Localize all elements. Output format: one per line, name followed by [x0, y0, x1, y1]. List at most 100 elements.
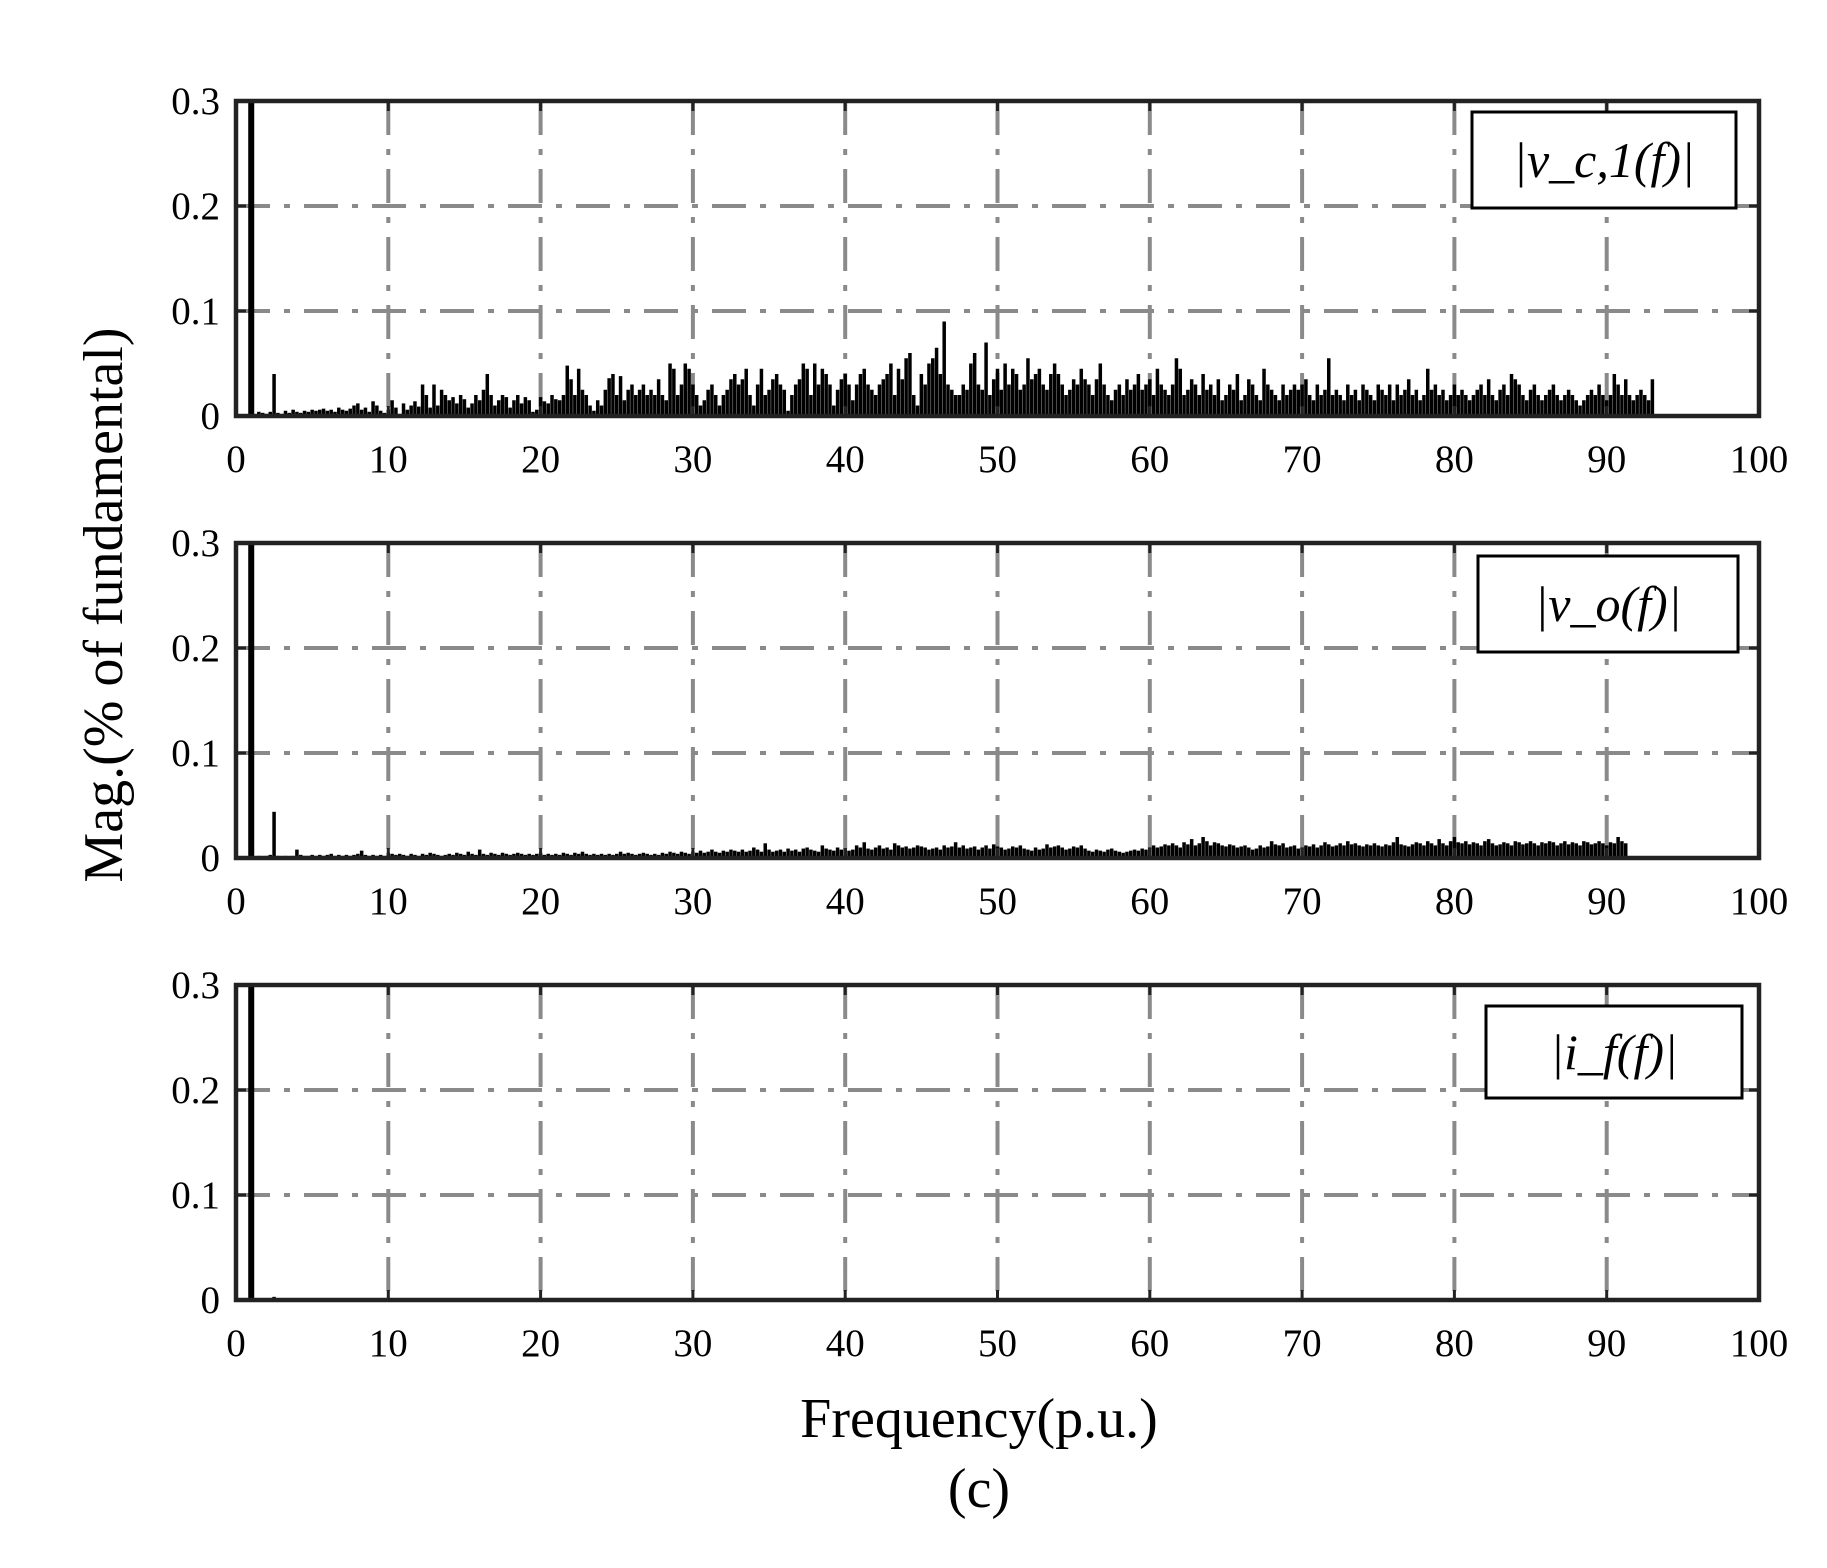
bar: [1429, 389, 1434, 416]
bar: [1003, 363, 1007, 416]
bar: [1281, 384, 1285, 416]
bar: [1159, 846, 1163, 858]
bar: [656, 379, 661, 416]
bar: [752, 847, 756, 858]
bar: [969, 847, 973, 858]
bar: [504, 397, 509, 416]
bar: [1471, 395, 1476, 416]
chart-panel-vc1: 0 10 20 30 40 50 60 70 80 90 100 0 0.1 0.2 0.3 |v_c,1…: [171, 80, 1788, 481]
bar: [1620, 395, 1624, 416]
bar: [911, 847, 916, 858]
bar: [1323, 842, 1327, 858]
bar: [1208, 384, 1213, 416]
bar: [828, 384, 832, 416]
bar: [641, 852, 646, 858]
bar: [1288, 846, 1293, 858]
bar: [1151, 395, 1156, 416]
bar: [736, 851, 741, 858]
bar: [1574, 843, 1578, 858]
bar: [462, 399, 467, 416]
bar: [1547, 389, 1552, 416]
bar: [1445, 845, 1449, 858]
bar: [698, 405, 703, 416]
bar: [953, 395, 958, 416]
bar: [1132, 384, 1137, 416]
bar: [573, 852, 577, 858]
bar: [283, 410, 288, 416]
bar: [466, 407, 471, 416]
bar: [976, 849, 981, 858]
bar: [1601, 843, 1605, 858]
bar: [630, 384, 634, 416]
bar: [1521, 395, 1525, 416]
bar: [1030, 850, 1034, 858]
bar: [847, 850, 851, 858]
x-tick-label: 10: [369, 880, 408, 923]
bar: [980, 389, 985, 416]
bar: [1014, 847, 1019, 858]
bar: [1593, 843, 1598, 858]
bar: [1071, 379, 1076, 416]
bar: [1403, 389, 1407, 416]
bar: [744, 851, 748, 858]
bar: [1079, 845, 1084, 858]
bar: [523, 397, 528, 416]
bar: [1026, 849, 1030, 858]
bar: [1315, 847, 1320, 858]
bar: [1277, 400, 1282, 416]
bar: [527, 400, 531, 416]
bar: [740, 849, 745, 858]
bar: [934, 847, 939, 858]
bar: [1498, 844, 1502, 858]
bar: [1410, 844, 1415, 858]
bar: [1589, 389, 1594, 416]
bar: [748, 850, 752, 858]
bar: [1083, 848, 1087, 858]
y-tick-labels: 0 0.1 0.2 0.3: [171, 80, 220, 438]
y-tick-label: 0.3: [171, 80, 220, 123]
bar: [1425, 841, 1430, 858]
bar: [923, 847, 927, 858]
bar: [1273, 844, 1278, 858]
y-tick-label: 0.3: [171, 964, 220, 1007]
bar: [1220, 845, 1224, 858]
x-tick-label: 100: [1730, 1322, 1789, 1365]
bar: [1285, 847, 1289, 858]
bar: [660, 395, 665, 416]
bar: [1250, 384, 1255, 416]
bar: [1376, 384, 1381, 416]
bar: [812, 850, 817, 858]
bar: [599, 405, 604, 416]
bar: [969, 363, 973, 416]
bar: [1475, 843, 1479, 858]
bar: [626, 389, 630, 416]
bar: [637, 389, 642, 416]
bar: [1639, 389, 1643, 416]
x-tick-label: 50: [978, 880, 1017, 923]
bar: [302, 410, 307, 416]
bar: [1460, 843, 1464, 858]
bar: [1483, 841, 1487, 858]
bar: [1490, 395, 1495, 416]
bar: [1170, 843, 1175, 858]
bar: [965, 848, 969, 858]
bar: [881, 848, 886, 858]
bar: [1601, 395, 1605, 416]
bar: [950, 846, 954, 858]
bar: [1544, 843, 1548, 858]
bar: [1349, 395, 1354, 416]
bar: [653, 395, 657, 416]
bar: [824, 848, 828, 858]
bar: [854, 384, 859, 416]
bar: [1399, 844, 1403, 858]
bar: [1247, 847, 1251, 858]
bar: [1437, 839, 1441, 858]
bar: [721, 395, 726, 416]
bar: [477, 400, 482, 416]
bar: [1220, 400, 1224, 416]
bar: [824, 374, 828, 416]
x-tick-label: 70: [1283, 1322, 1322, 1365]
x-tick-label: 100: [1730, 438, 1789, 481]
bar: [512, 400, 516, 416]
bar: [744, 368, 748, 416]
